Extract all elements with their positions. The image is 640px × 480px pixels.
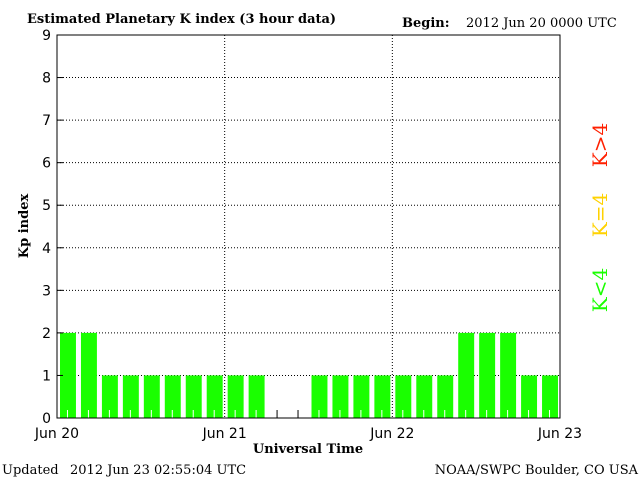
y-tick-label: 0	[42, 411, 51, 427]
x-axis-label: Universal Time	[253, 442, 363, 457]
updated-label: Updated	[2, 463, 59, 478]
kp-bar	[458, 332, 475, 418]
begin-value: 2012 Jun 20 0000 UTC	[466, 16, 617, 31]
kp-bar	[416, 375, 433, 418]
kp-bar	[437, 375, 454, 418]
kp-bar	[60, 332, 76, 418]
kp-bar	[479, 332, 496, 418]
chart-title: Estimated Planetary K index (3 hour data…	[27, 12, 336, 27]
kp-bar	[311, 375, 328, 418]
y-tick-label: 5	[42, 198, 51, 214]
y-tick-label: 3	[42, 283, 51, 299]
y-tick-label: 9	[42, 28, 51, 44]
kp-bar	[353, 375, 370, 418]
y-tick-label: 2	[42, 326, 51, 342]
y-tick-label: 6	[42, 156, 51, 172]
x-tick-label: Jun 23	[537, 426, 582, 442]
x-tick-label: Jun 21	[202, 426, 247, 442]
y-tick-label: 7	[42, 113, 51, 129]
kp-bar	[143, 375, 160, 418]
legend-label: K>4	[588, 123, 612, 167]
kp-bar	[332, 375, 349, 418]
y-tick-label: 4	[42, 241, 51, 257]
x-tick-label: Jun 20	[34, 426, 79, 442]
kp-bar	[374, 375, 391, 418]
kp-bar	[248, 375, 265, 418]
kp-bar	[80, 332, 97, 418]
kp-bar	[542, 375, 558, 418]
kp-bar	[395, 375, 412, 418]
kp-bar	[122, 375, 139, 418]
legend-label: K=4	[588, 193, 612, 237]
kp-bar	[500, 332, 517, 418]
x-tick-label: Jun 22	[369, 426, 414, 442]
y-tick-label: 8	[42, 71, 51, 87]
plot-frame	[56, 34, 561, 419]
kp-bar	[164, 375, 181, 418]
y-tick-label: 1	[42, 368, 51, 384]
y-axis-label: Kp index	[17, 194, 32, 259]
kp-bar	[101, 375, 118, 418]
kp-bar	[227, 375, 244, 418]
begin-label: Begin:	[402, 16, 450, 31]
kp-bar	[521, 375, 538, 418]
legend-label: K<4	[588, 268, 612, 312]
updated-value: 2012 Jun 23 02:55:04 UTC	[70, 463, 246, 478]
source-credit: NOAA/SWPC Boulder, CO USA	[435, 463, 639, 478]
kp-bar	[206, 375, 223, 418]
kp-bar	[185, 375, 202, 418]
